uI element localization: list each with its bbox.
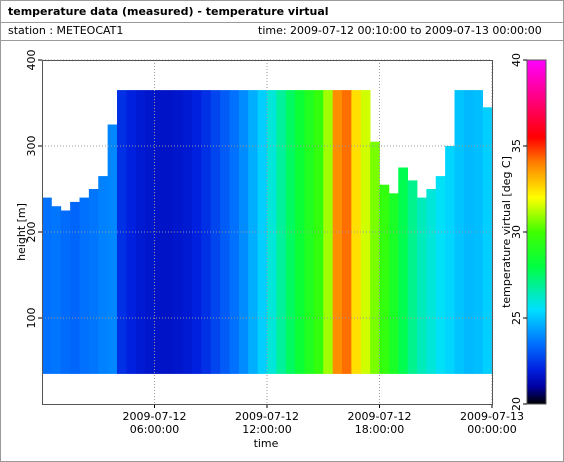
station: station : METEOCAT1	[8, 24, 123, 37]
colorbar	[526, 59, 547, 405]
x-tick-label: 2009-07-12 18:00:00	[347, 410, 412, 436]
colorbar-tick-label: 25	[510, 311, 523, 325]
heat-cell	[445, 146, 455, 374]
heat-cell	[60, 210, 71, 374]
y-tick-label: 400	[25, 50, 38, 71]
heat-cell	[370, 141, 380, 374]
heat-cell	[435, 176, 446, 374]
heat-cell	[192, 90, 202, 374]
heat-cell	[107, 124, 118, 374]
heat-cell	[79, 197, 90, 374]
heat-cell	[267, 90, 277, 374]
heat-cell	[210, 90, 221, 374]
heat-cell	[417, 197, 427, 374]
heat-cell	[117, 90, 127, 374]
heat-cell	[473, 90, 484, 374]
heat-cell	[276, 90, 287, 374]
x-tick-label: 2009-07-12 12:00:00	[235, 410, 299, 436]
y-tick-label: 100	[25, 308, 38, 329]
heat-cell	[342, 90, 352, 374]
chart-title: temperature data (measured) - temperatur…	[8, 5, 329, 18]
heat-cell	[257, 90, 268, 374]
y-axis-label: height [m]	[15, 203, 28, 261]
heat-cell	[98, 176, 109, 374]
heat-cell	[285, 90, 296, 374]
heat-cell	[201, 90, 212, 374]
x-axis-label: time	[254, 437, 279, 450]
heat-cell	[126, 90, 137, 374]
colorbar-tick-label: 35	[510, 139, 523, 153]
heat-cell	[248, 90, 259, 374]
heat-cell	[482, 107, 493, 374]
heat-cell	[360, 90, 371, 374]
heat-cell	[398, 167, 409, 374]
heat-cell	[135, 90, 146, 374]
heat-cell	[42, 197, 52, 374]
heat-cell	[332, 90, 343, 374]
plot-border	[42, 60, 493, 405]
heat-cell	[351, 90, 362, 374]
y-tick-label: 200	[25, 222, 38, 243]
colorbar-tick-label: 40	[510, 53, 523, 67]
colorbar-label: temperature virtual [deg C]	[500, 156, 513, 308]
period: time: 2009-07-12 00:10:00 to 2009-07-13 …	[258, 24, 542, 37]
heat-cell	[88, 189, 99, 374]
heat-cell	[51, 206, 62, 374]
heat-cell	[407, 180, 418, 374]
colorbar-tick-label: 20	[510, 397, 523, 411]
x-tick-label: 2009-07-13 00:00:00	[460, 410, 524, 436]
heat-cell	[323, 90, 334, 374]
colorbar-tick-label: 30	[510, 225, 523, 239]
y-tick-label: 300	[25, 136, 38, 157]
heat-cell	[182, 90, 193, 374]
heat-cell	[388, 193, 399, 374]
heat-cell	[173, 90, 184, 374]
heat-cell	[379, 184, 390, 374]
x-tick-label: 2009-07-12 06:00:00	[122, 410, 187, 436]
heat-cell	[70, 201, 80, 374]
heat-cell	[426, 189, 437, 374]
